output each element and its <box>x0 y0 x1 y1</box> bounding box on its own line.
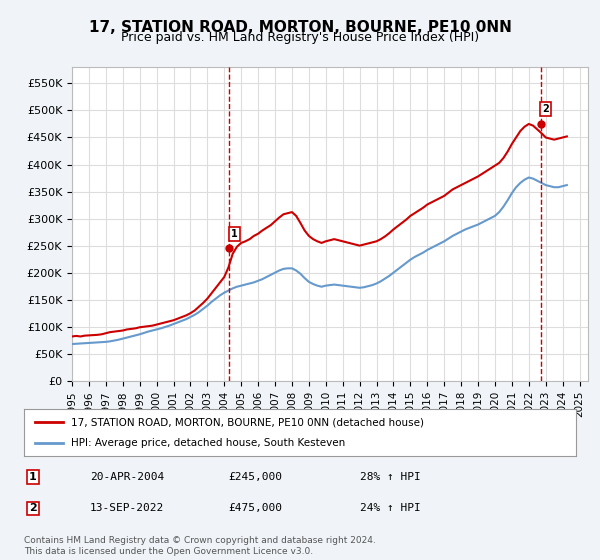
Text: 20-APR-2004: 20-APR-2004 <box>90 472 164 482</box>
Text: £475,000: £475,000 <box>228 503 282 514</box>
Text: 1: 1 <box>231 228 238 239</box>
Text: £245,000: £245,000 <box>228 472 282 482</box>
Text: Price paid vs. HM Land Registry's House Price Index (HPI): Price paid vs. HM Land Registry's House … <box>121 31 479 44</box>
Text: 17, STATION ROAD, MORTON, BOURNE, PE10 0NN: 17, STATION ROAD, MORTON, BOURNE, PE10 0… <box>89 20 511 35</box>
Text: 24% ↑ HPI: 24% ↑ HPI <box>360 503 421 514</box>
Text: HPI: Average price, detached house, South Kesteven: HPI: Average price, detached house, Sout… <box>71 438 345 448</box>
Text: 17, STATION ROAD, MORTON, BOURNE, PE10 0NN (detached house): 17, STATION ROAD, MORTON, BOURNE, PE10 0… <box>71 417 424 427</box>
Text: 1: 1 <box>29 472 37 482</box>
Text: 2: 2 <box>29 503 37 514</box>
Text: 28% ↑ HPI: 28% ↑ HPI <box>360 472 421 482</box>
Text: 2: 2 <box>542 104 549 114</box>
Text: Contains HM Land Registry data © Crown copyright and database right 2024.
This d: Contains HM Land Registry data © Crown c… <box>24 536 376 556</box>
Text: 13-SEP-2022: 13-SEP-2022 <box>90 503 164 514</box>
